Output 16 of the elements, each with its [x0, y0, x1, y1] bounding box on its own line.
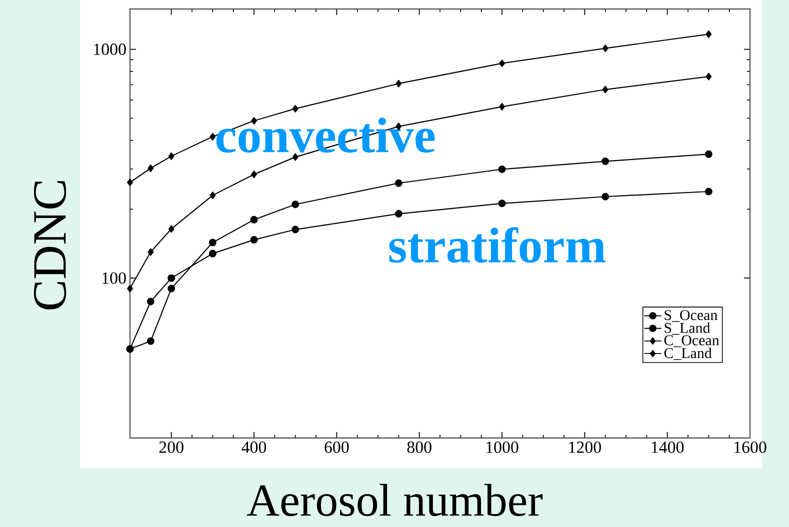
annotation: stratiform [389, 227, 606, 263]
x-tick-label: 1400 [652, 442, 684, 453]
y-axis-title: CDNC [34, 181, 66, 310]
legend-label: S_Ocean [664, 310, 718, 322]
legend-label: C_Ocean [664, 335, 720, 348]
legend-label: C_Land [664, 348, 712, 360]
legend-label: S_Land [664, 322, 710, 335]
x-axis-title: Aerosol number [246, 484, 543, 516]
y-tick-label: 100 [102, 272, 126, 284]
x-tick-label: 200 [159, 442, 184, 453]
x-tick-label: 1000 [486, 442, 518, 453]
x-tick-label: 1200 [569, 442, 601, 453]
x-tick-label: 800 [407, 442, 432, 453]
x-tick-label: 1600 [734, 442, 766, 453]
x-tick-label: 600 [324, 442, 349, 453]
x-tick-label: 400 [242, 442, 266, 453]
